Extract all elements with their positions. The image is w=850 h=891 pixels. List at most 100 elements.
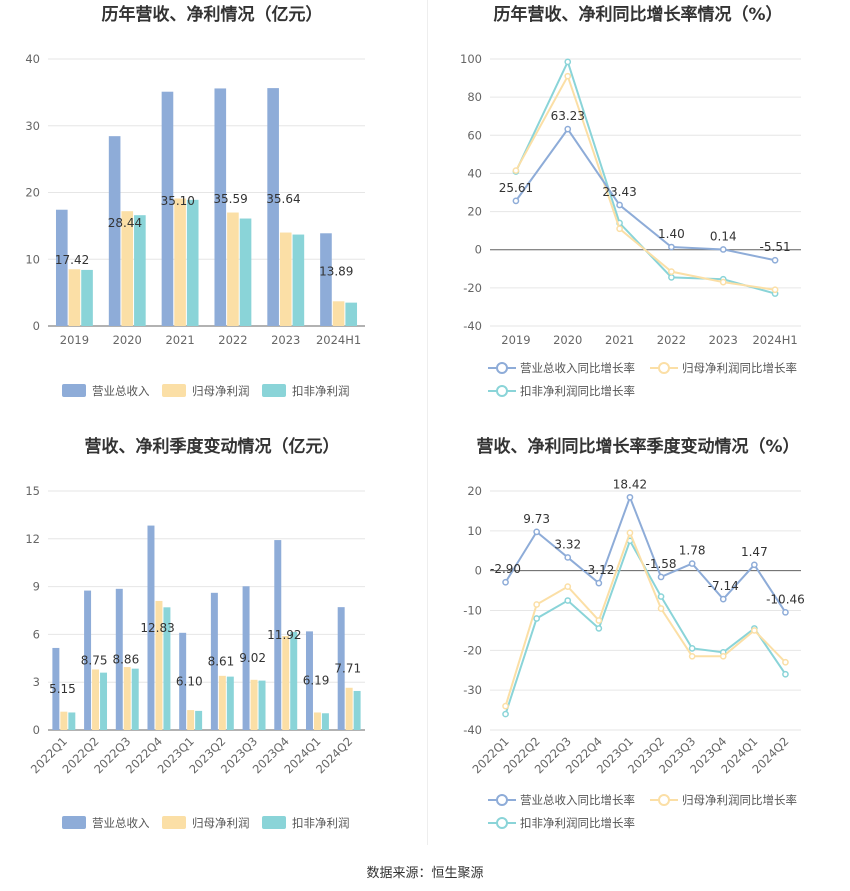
bar-net-profit [279,232,292,326]
legend-swatch-marker [496,817,508,829]
bar-net-profit [92,669,100,730]
data-label: -5.51 [760,240,791,254]
series-line-1 [515,73,776,291]
series-point-0 [626,493,634,501]
series-point-2 [657,593,665,600]
bar-deducted-profit [321,713,329,730]
x-tick-label: 2023 [709,333,738,347]
series-point-2 [564,58,572,66]
bar-revenue [305,631,313,730]
bar-net-profit [187,710,195,730]
series-point-0 [502,578,509,586]
bar-net-profit [121,211,134,326]
series-point-1 [771,286,779,294]
bar-deducted-profit [81,269,93,326]
series-point-1 [782,658,789,666]
quarter-bar-svg: 营收、净利季度变动情况（亿元）036912152022Q12022Q22022Q… [25,436,365,830]
bar-revenue [210,592,218,730]
quarter-line-svg: 营收、净利同比增长率季度变动情况（%）-40-30-20-10010202022… [463,436,805,830]
bar-deducted-profit [163,607,171,730]
bar-net-profit [250,679,258,730]
series-point-1 [512,167,520,174]
series-point-0 [668,243,675,251]
series-point-0 [782,608,789,616]
bar-deducted-profit [290,632,298,730]
y-tick-label: -40 [463,319,482,333]
y-tick-label: 100 [460,52,482,66]
bar-revenue [179,632,187,730]
bar-deducted-profit [100,672,108,730]
y-tick-label: 15 [25,484,40,498]
quarterly-revenue-profit-chart: 营收、净利季度变动情况（亿元） 0 3 6 9 12 15 2022Q1 2022Q2 2022Q… [0,430,420,845]
series-point-2 [595,625,603,632]
legend-label: 扣非净利润 [292,816,350,830]
series-point-1 [719,278,727,286]
series-line-2 [515,59,776,295]
y-tick-label: 0 [475,243,482,257]
data-label: 1.78 [679,544,706,558]
bar-net-profit [68,269,81,326]
y-tick-label: 6 [33,627,40,641]
legend-swatch [162,816,186,829]
bar-net-profit [282,635,290,730]
legend-swatch-marker [496,362,508,374]
bar-revenue [267,88,279,326]
bar-net-profit [123,667,131,730]
data-label: 13.89 [319,265,353,279]
legend-label: 营业总收入 [92,384,150,398]
y-tick-label: -20 [463,281,482,295]
bar-revenue [55,209,68,326]
series-line-1 [504,530,787,707]
series-point-1 [616,225,623,233]
y-tick-label: 20 [467,205,482,219]
chart-title: 营收、净利季度变动情况（亿元） [85,436,340,457]
series-point-2 [668,274,675,281]
series-point-2 [782,670,789,678]
data-label: 28.44 [108,216,142,230]
bar-deducted-profit [258,680,266,730]
legend-swatch [62,384,86,397]
y-tick-label: -20 [463,643,482,657]
panel-separator [427,0,428,845]
data-label: 35.59 [213,192,247,206]
data-label: 5.15 [49,682,76,696]
series-point-2 [533,615,541,622]
legend-swatch-marker [496,385,508,397]
y-tick-label: 0 [475,564,482,578]
data-label: 35.10 [161,194,195,208]
bar-net-profit [332,301,345,326]
data-label: -2.90 [490,562,521,576]
bar-deducted-profit [68,712,76,730]
series-point-0 [719,595,727,603]
data-label: 11.92 [267,628,301,642]
data-label: -7.14 [708,579,739,593]
series-point-2 [564,597,572,604]
series-point-1 [751,627,758,634]
y-tick-label: -40 [463,723,482,737]
legend-label: 归母净利润同比增长率 [682,793,797,807]
legend-swatch [162,384,186,397]
legend-label: 扣非净利润 [292,384,350,398]
legend-swatch [262,384,286,397]
series-point-1 [564,583,572,590]
bar-revenue [337,607,345,730]
bar-deducted-profit [131,668,139,730]
chart-title: 历年营收、净利情况（亿元） [102,4,323,25]
y-tick-label: 3 [33,675,40,689]
data-label: 6.10 [176,674,203,688]
bar-net-profit [174,198,186,326]
y-tick-label: 40 [467,166,482,180]
bar-deducted-profit [345,302,358,326]
data-label: 18.42 [613,477,647,491]
bar-deducted-profit [195,710,203,730]
y-tick-label: 10 [467,524,482,538]
x-tick-label: 2021 [605,333,634,347]
bar-net-profit [218,675,226,730]
quarterly-growth-rate-chart: 营收、净利同比增长率季度变动情况（%） -40 -30 -20 -10 0 10 20 2022… [428,430,850,845]
x-tick-label: 2021 [165,333,194,347]
legend-label: 扣非净利润同比增长率 [520,816,635,830]
bar-deducted-profit [239,218,252,326]
data-label: 8.75 [81,653,108,667]
series-point-0 [657,573,665,581]
series-point-1 [564,72,572,80]
